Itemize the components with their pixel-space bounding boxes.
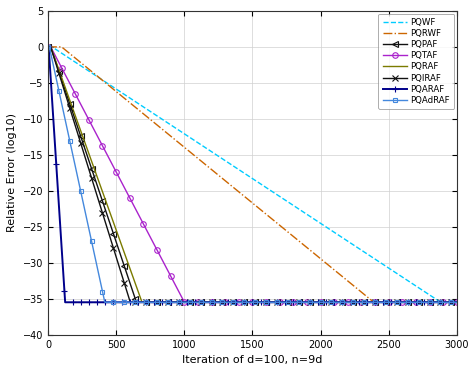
Legend: PQWF, PQRWF, PQPAF, PQTAF, PQRAF, PQIRAF, PQARAF, PQAdRAF: PQWF, PQRWF, PQPAF, PQTAF, PQRAF, PQIRAF…	[378, 13, 454, 109]
Y-axis label: Relative Error (log10): Relative Error (log10)	[7, 113, 17, 232]
X-axis label: Iteration of d=100, n=9d: Iteration of d=100, n=9d	[182, 355, 323, 365]
